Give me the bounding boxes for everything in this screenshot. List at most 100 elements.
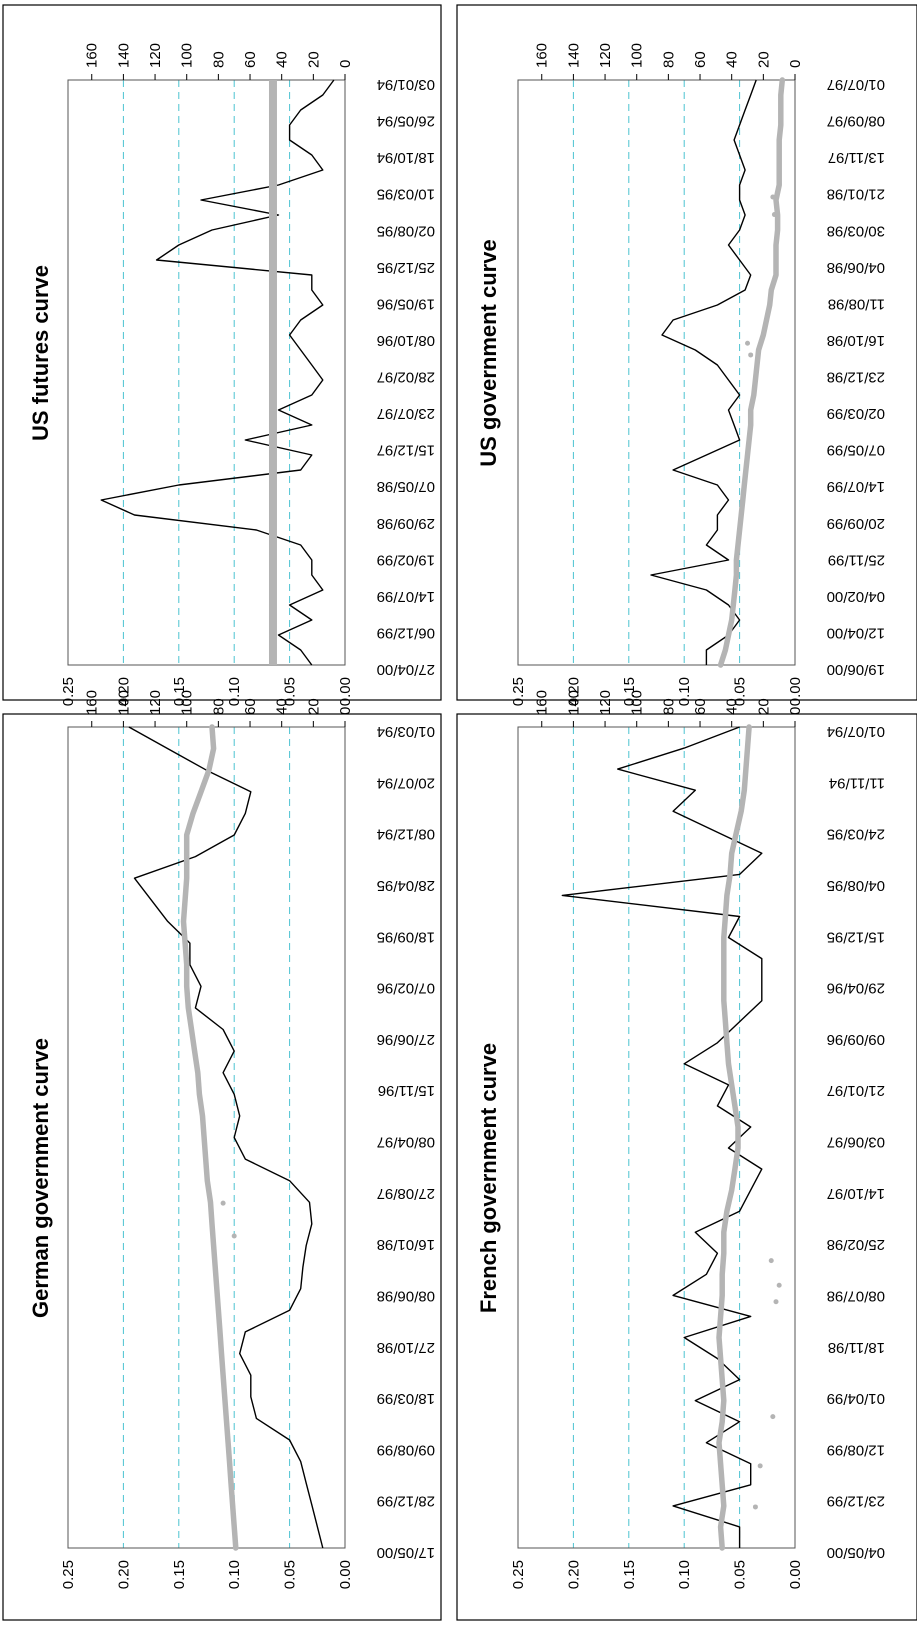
y2-tick-label: 0 (787, 707, 804, 715)
series-line-black (128, 726, 324, 1549)
x-tick-label: 07/05/98 (377, 478, 435, 495)
x-tick-label: 08/07/98 (827, 1287, 885, 1304)
plot-frame (67, 726, 346, 1549)
x-tick-label: 18/11/98 (828, 1339, 885, 1356)
x-tick-label: 08/12/94 (377, 826, 435, 843)
series-point-gray (768, 1258, 774, 1264)
x-tick-label: 30/03/98 (827, 222, 885, 239)
x-tick-label: 20/07/94 (377, 774, 435, 791)
y2-tick-label: 0 (337, 707, 354, 715)
y-tick-label: 0.20 (115, 677, 132, 706)
plot-area-us-futures: 0.00 0.05 0.10 0.15 0.20 0.25 0 20 40 60 80 100 120 1… (60, 43, 435, 706)
y-tick-label: 0.05 (732, 677, 749, 706)
x-tick-label: 07/05/99 (827, 442, 885, 459)
x-tick-label: 02/08/95 (377, 222, 435, 239)
x-tick-label: 15/12/95 (827, 928, 885, 945)
y-tick-label: 0.10 (676, 677, 693, 706)
y-tick-label: 0.00 (337, 677, 354, 706)
series-point-gray (770, 1414, 776, 1420)
x-tick-label: 25/11/99 (828, 551, 885, 568)
y-tick-label: 0.05 (282, 677, 299, 706)
y2-tick-label: 60 (242, 51, 259, 68)
x-tick-label: 04/02/00 (827, 588, 885, 605)
x-tick-label: 18/03/99 (377, 1390, 435, 1407)
x-tick-label: 04/06/98 (827, 259, 885, 276)
series-point-gray (771, 212, 777, 218)
x-tick-label: 08/10/96 (377, 332, 435, 349)
x-tick-label: 28/12/99 (377, 1493, 435, 1510)
y2-tick-label: 100 (629, 690, 646, 715)
x-tick-label: 08/04/97 (377, 1134, 435, 1151)
y-tick-label: 0.20 (565, 1560, 582, 1589)
plot-frame (67, 79, 346, 666)
x-tick-label: 03/06/97 (827, 1134, 885, 1151)
series-line-black (100, 79, 335, 666)
x-tick-label: 14/07/99 (377, 588, 435, 605)
chart-title-german: German government curve (28, 1038, 53, 1318)
y-tick-label: 0.25 (510, 677, 527, 706)
series-point-gray (773, 1299, 779, 1305)
series-point-gray (231, 1233, 237, 1239)
y-tick-label: 0.10 (226, 1560, 243, 1589)
x-tick-label: 25/02/98 (827, 1236, 885, 1253)
x-tick-label: 14/07/99 (827, 478, 885, 495)
plot-frame (517, 726, 796, 1549)
x-tick-label: 12/08/99 (827, 1441, 885, 1458)
x-tick-label: 04/08/95 (827, 877, 885, 894)
y2-tick-label: 60 (242, 698, 259, 715)
panel-frame (2, 4, 442, 701)
x-tick-label: 12/04/00 (827, 624, 885, 641)
x-tick-label: 28/02/97 (377, 369, 435, 386)
y2-tick-label: 40 (724, 698, 741, 715)
x-tick-label: 01/07/97 (827, 76, 885, 93)
chart-panel-us-futures: 0.00 0.05 0.10 0.15 0.20 0.25 0 20 40 60 80 100 120 1… (2, 4, 442, 706)
x-tick-label: 18/09/95 (377, 928, 435, 945)
x-tick-label: 21/01/97 (827, 1082, 885, 1099)
plot-area-french: 0.00 0.05 0.10 0.15 0.20 0.25 0 20 40 60 80 100 120 1… (510, 690, 885, 1589)
series-line-gray (180, 724, 239, 1551)
y-tick-label: 0.15 (621, 677, 638, 706)
panel-frame (2, 713, 442, 1621)
y2-tick-label: 160 (534, 43, 551, 68)
x-tick-label: 19/05/96 (377, 295, 435, 312)
plot-area-us-government: 0.00 0.05 0.10 0.15 0.20 0.25 0 20 40 60 80 100 120 1… (510, 43, 885, 706)
x-tick-label: 28/04/95 (377, 877, 435, 894)
y-tick-label: 0.00 (787, 1560, 804, 1589)
series-point-gray (745, 340, 751, 346)
series-line-gray (717, 77, 786, 668)
panel-frame (456, 713, 917, 1621)
y-tick-label: 0.25 (60, 677, 77, 706)
y-tick-label: 0.15 (171, 677, 188, 706)
x-tick-label: 19/06/00 (827, 661, 885, 678)
y2-tick-label: 120 (597, 43, 614, 68)
y2-tick-label: 80 (660, 51, 677, 68)
x-tick-label: 15/12/97 (377, 442, 435, 459)
chart-title-us-government: US government curve (476, 239, 501, 466)
x-tick-label: 16/10/98 (827, 332, 885, 349)
y2-tick-label: 40 (274, 51, 291, 68)
y2-tick-label: 20 (755, 51, 772, 68)
y2-tick-label: 80 (210, 51, 227, 68)
y2-tick-label: 160 (84, 690, 101, 715)
y-tick-label: 0.10 (226, 677, 243, 706)
x-tick-label: 24/03/95 (827, 826, 885, 843)
y2-tick-label: 40 (274, 698, 291, 715)
x-tick-label: 10/03/95 (377, 186, 435, 203)
y2-tick-label: 120 (147, 690, 164, 715)
x-tick-label: 09/09/96 (827, 1031, 885, 1048)
y2-tick-label: 160 (534, 690, 551, 715)
y2-tick-label: 100 (179, 690, 196, 715)
y-tick-label: 0.20 (565, 677, 582, 706)
x-tick-label: 08/06/98 (377, 1287, 435, 1304)
x-tick-label: 27/06/96 (377, 1031, 435, 1048)
chart-panel-us-government: 0.00 0.05 0.10 0.15 0.20 0.25 0 20 40 60 80 100 120 1… (456, 4, 917, 706)
x-tick-label: 27/10/98 (377, 1339, 435, 1356)
y2-tick-label: 20 (755, 698, 772, 715)
x-tick-label: 26/05/94 (377, 113, 435, 130)
chart-panel-german: 0.00 0.05 0.10 0.15 0.20 0.25 0 20 40 60 80 100 120 1… (2, 690, 442, 1621)
y2-tick-label: 120 (147, 43, 164, 68)
x-tick-label: 25/12/95 (377, 259, 435, 276)
series-line-black (650, 79, 757, 665)
series-point-gray (770, 194, 776, 200)
